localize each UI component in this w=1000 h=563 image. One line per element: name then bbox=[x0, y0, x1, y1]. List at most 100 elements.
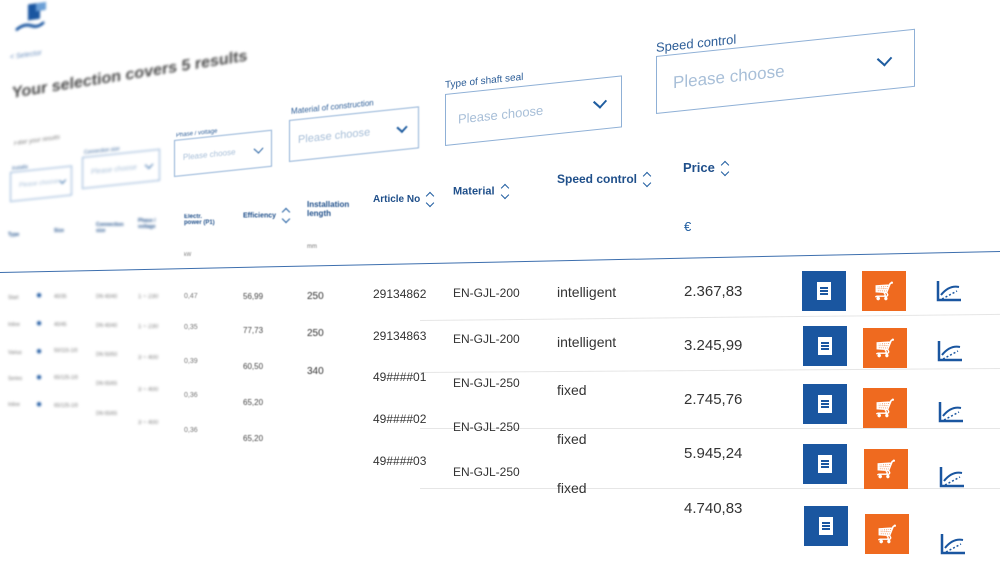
filter-material[interactable]: Please choose bbox=[289, 106, 419, 162]
cell-type: Inline bbox=[8, 322, 20, 328]
col-install-length[interactable]: Installation length bbox=[307, 200, 350, 218]
col-type[interactable]: Type bbox=[8, 232, 20, 238]
cell-price: 4.740,83 bbox=[684, 500, 743, 517]
cell-phase: 3 ~ 400 bbox=[138, 420, 159, 426]
cell-price: 2.367,83 bbox=[684, 283, 743, 300]
cart-icon: 🛒︎ bbox=[875, 524, 899, 544]
cell-size: 65/125-1/0 bbox=[54, 375, 78, 381]
cart-icon: 🛒︎ bbox=[874, 459, 898, 479]
add-to-cart-button[interactable]: 🛒︎ bbox=[862, 271, 906, 311]
sort-icon[interactable] bbox=[721, 161, 729, 176]
sort-icon[interactable] bbox=[426, 192, 434, 207]
sort-icon[interactable] bbox=[282, 208, 290, 223]
cell-connection: DN 65/65 bbox=[96, 411, 118, 417]
row-divider bbox=[420, 488, 1000, 489]
pump-curve-icon[interactable] bbox=[938, 465, 966, 489]
cell-efficiency: 60,50 bbox=[243, 362, 264, 371]
filter-installation-placeholder: Please choose bbox=[19, 178, 59, 190]
cell-type: Varius bbox=[8, 350, 22, 356]
col-efficiency[interactable]: Efficiency bbox=[243, 208, 290, 223]
add-to-cart-button[interactable]: 🛒︎ bbox=[865, 514, 909, 554]
col-material[interactable]: Material bbox=[453, 184, 509, 199]
cart-icon: 🛒︎ bbox=[873, 338, 897, 358]
filters-subtitle: Filter your results bbox=[14, 134, 61, 148]
row-divider bbox=[419, 367, 1000, 373]
filter-installation[interactable]: Please choose bbox=[10, 165, 72, 202]
chevron-down-icon bbox=[592, 94, 608, 109]
col-price[interactable]: Price bbox=[683, 160, 729, 176]
row-divider bbox=[420, 428, 1000, 429]
pump-curve-icon[interactable] bbox=[936, 339, 964, 363]
cell-article-no: 29134863 bbox=[373, 329, 427, 343]
info-icon[interactable]: ● bbox=[36, 372, 43, 383]
filter-material-placeholder: Please choose bbox=[298, 126, 371, 147]
info-icon[interactable]: ● bbox=[36, 346, 43, 357]
sort-icon[interactable] bbox=[643, 172, 651, 187]
datasheet-button[interactable] bbox=[803, 326, 847, 366]
cell-article-no: 49####01 bbox=[373, 370, 427, 384]
datasheet-button[interactable] bbox=[802, 271, 846, 311]
cell-size: 50/115-1/0 bbox=[54, 348, 78, 354]
back-link[interactable]: < Selector bbox=[10, 49, 42, 62]
info-icon[interactable]: ● bbox=[36, 399, 43, 410]
cell-size: 40/45 bbox=[54, 322, 67, 328]
col-speed-control[interactable]: Speed control bbox=[557, 172, 651, 187]
cell-connection: DN 50/50 bbox=[96, 352, 118, 358]
add-to-cart-button[interactable]: 🛒︎ bbox=[863, 328, 907, 368]
datasheet-button[interactable] bbox=[804, 506, 848, 546]
cell-power: 0,36 bbox=[184, 392, 198, 399]
col-article-label: Article No bbox=[373, 194, 421, 206]
datasheet-button[interactable] bbox=[803, 384, 847, 424]
col-power[interactable]: Electr. power (P1) bbox=[184, 214, 215, 226]
cell-size: 65/125-1/0 bbox=[54, 403, 78, 409]
pump-curve-icon[interactable] bbox=[939, 532, 967, 556]
sort-icon[interactable] bbox=[501, 184, 509, 199]
filter-phase-placeholder: Please choose bbox=[183, 147, 236, 163]
chevron-down-icon bbox=[876, 51, 893, 67]
cell-material: EN-GJL-250 bbox=[453, 465, 520, 479]
cell-speed-control: intelligent bbox=[557, 334, 617, 350]
document-icon bbox=[817, 282, 831, 300]
cell-type: Start bbox=[8, 295, 19, 301]
cell-type: Series bbox=[8, 376, 23, 382]
cell-install: 250 bbox=[307, 291, 324, 302]
brand-logo bbox=[15, 1, 46, 32]
info-icon[interactable]: ● bbox=[36, 290, 43, 301]
cell-article-no: 49####02 bbox=[373, 412, 427, 426]
cell-speed-control: fixed bbox=[557, 480, 587, 496]
chevron-down-icon bbox=[396, 121, 408, 134]
cell-material: EN-GJL-200 bbox=[453, 286, 520, 300]
cell-type: Inline bbox=[8, 402, 20, 408]
cell-phase: 1 ~ 230 bbox=[138, 294, 159, 300]
add-to-cart-button[interactable]: 🛒︎ bbox=[863, 388, 907, 428]
pump-curve-icon[interactable] bbox=[937, 400, 965, 424]
cell-phase: 3 ~ 400 bbox=[138, 355, 159, 361]
filter-speed-control-placeholder: Please choose bbox=[673, 61, 785, 93]
datasheet-button[interactable] bbox=[803, 444, 847, 484]
results-heading: Your selection covers 5 results bbox=[12, 47, 248, 102]
cell-connection: DN 40/40 bbox=[96, 294, 118, 300]
col-size[interactable]: Size bbox=[54, 228, 65, 234]
col-power-unit: kW bbox=[184, 252, 192, 258]
cell-phase: 1 ~ 230 bbox=[138, 324, 159, 330]
col-speed-label: Speed control bbox=[557, 172, 638, 186]
cell-efficiency: 65,20 bbox=[243, 434, 264, 443]
cell-power: 0,47 bbox=[184, 293, 198, 300]
document-icon bbox=[818, 455, 832, 473]
filter-connection[interactable]: Please choose bbox=[82, 148, 160, 189]
col-install-unit: mm bbox=[307, 244, 317, 250]
col-article-no[interactable]: Article No bbox=[373, 192, 434, 207]
cell-speed-control: intelligent bbox=[557, 284, 617, 300]
info-icon[interactable]: ● bbox=[36, 318, 43, 329]
add-to-cart-button[interactable]: 🛒︎ bbox=[864, 449, 908, 489]
pump-curve-icon[interactable] bbox=[935, 279, 963, 303]
cell-material: EN-GJL-200 bbox=[453, 332, 520, 346]
cart-icon: 🛒︎ bbox=[872, 281, 896, 301]
col-phase[interactable]: Phase / voltage bbox=[138, 218, 156, 230]
col-material-label: Material bbox=[453, 185, 495, 198]
cell-connection: DN 65/65 bbox=[96, 381, 118, 387]
cell-size: 40/35 bbox=[54, 294, 67, 300]
col-connection[interactable]: Connection size bbox=[96, 222, 124, 234]
cell-price: 5.945,24 bbox=[684, 445, 743, 462]
chevron-down-icon bbox=[58, 176, 67, 185]
